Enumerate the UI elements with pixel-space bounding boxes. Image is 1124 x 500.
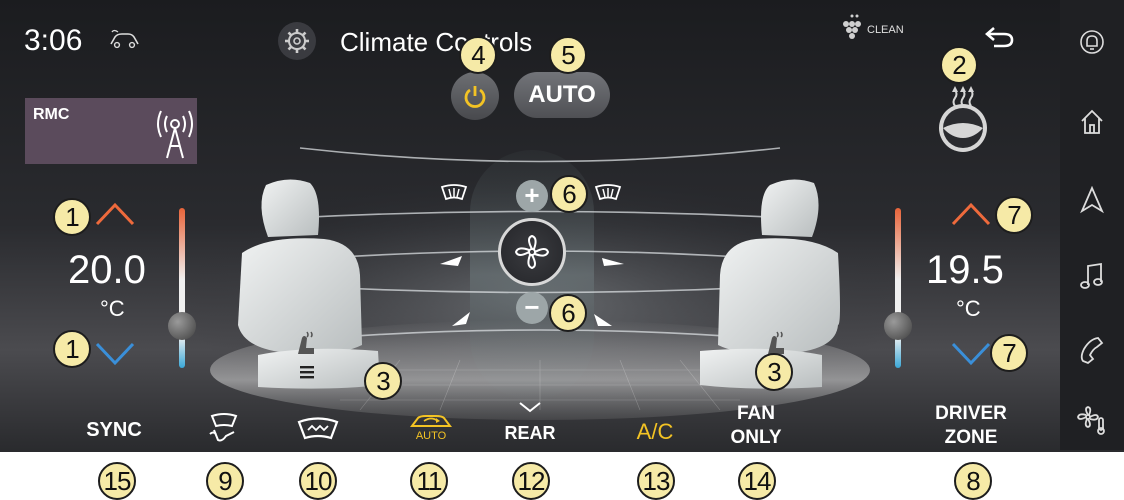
bottom-callout-strip [0,452,1124,500]
seat-menu-icon[interactable] [298,364,318,380]
back-icon[interactable] [984,24,1016,50]
fan-icon [514,234,550,270]
rear-defrost-button[interactable] [206,412,242,444]
left-temp-down-button[interactable] [94,340,136,368]
right-temp-down-button[interactable] [950,340,992,368]
fan-only-label-line2: ONLY [730,427,782,448]
climate-icon [1077,406,1105,435]
heated-steering-wheel-icon[interactable] [934,86,992,152]
recirculation-car-icon [410,415,452,427]
page-title: Climate Controls [340,27,533,57]
rmc-label: RMC [33,106,70,123]
clock: 3:06 [24,24,83,57]
fan-speed-dial[interactable] [498,218,566,286]
callout-9: 9 [206,462,244,500]
callout-4: 4 [459,36,497,74]
chevron-down-icon [519,402,541,413]
navigation-icon [1080,186,1104,214]
right-temp-slider[interactable] [895,208,901,368]
power-button[interactable] [451,72,499,120]
left-temp-unit: °C [100,296,125,321]
sidebar-item-music[interactable] [1060,254,1124,298]
sidebar-item-navigation[interactable] [1060,178,1124,222]
callout-8: 8 [954,462,992,500]
callout-3-right: 3 [755,353,793,391]
right-seat-heater-icon[interactable] [764,330,788,356]
front-defrost-button[interactable] [296,416,340,442]
callout-7-down: 7 [990,334,1028,372]
sidebar-item-home[interactable] [1060,100,1124,144]
front-defrost-vent-icon [440,184,468,201]
callout-7-up: 7 [995,196,1033,234]
rmc-panel[interactable]: RMC [25,98,197,164]
sidebar [1060,0,1124,450]
right-temperature: 19.5 [926,248,1004,292]
clean-label: CLEAN [867,24,904,36]
left-temp-up-button[interactable] [94,200,136,228]
auto-button[interactable]: AUTO [514,72,610,118]
rmc-antenna-icon [157,110,193,159]
driver-zone-label-line1: DRIVER [935,403,1007,424]
phone-icon [1080,337,1104,365]
remote-car-icon [110,29,139,49]
callout-2: 2 [940,46,978,84]
callout-14: 14 [738,462,776,500]
home-icon [1081,109,1103,134]
fan-only-button[interactable]: FAN ONLY [716,402,796,450]
callout-13: 13 [637,462,675,500]
sidebar-item-notifications[interactable] [1060,20,1124,64]
sidebar-item-phone[interactable] [1060,328,1124,372]
fan-increase-button[interactable]: + [516,180,548,212]
gear-icon [285,29,309,53]
power-icon [464,86,486,108]
sidebar-item-climate[interactable] [1060,398,1124,442]
auto-recirculation-button[interactable]: AUTO [408,410,454,446]
callout-6-bottom: 6 [549,294,587,332]
callout-10: 10 [299,462,337,500]
fan-decrease-button[interactable]: − [516,292,548,324]
callout-12: 12 [512,462,550,500]
rear-defrost-vent-icon [594,184,622,201]
right-temp-up-button[interactable] [950,200,992,228]
right-temp-unit: °C [956,296,981,321]
callout-6-top: 6 [550,175,588,213]
settings-button[interactable] [278,22,316,60]
callout-1-down: 1 [53,330,91,368]
driver-zone-label-line2: ZONE [944,427,998,448]
callout-3-left: 3 [364,362,402,400]
callout-5: 5 [549,36,587,74]
music-icon [1080,262,1103,289]
ac-button[interactable]: A/C [636,419,674,444]
left-temp-slider-knob[interactable] [168,312,196,340]
rear-button[interactable]: REAR [504,423,556,443]
auto-recirculation-label: AUTO [415,430,447,442]
callout-15: 15 [98,462,136,500]
left-seat-heater-icon[interactable] [294,330,318,356]
sync-button[interactable]: SYNC [86,419,142,441]
callout-11: 11 [410,462,448,500]
fan-only-label-line1: FAN [737,403,775,424]
left-temperature: 20.0 [68,248,146,292]
callout-1-up: 1 [53,198,91,236]
left-seat [238,179,380,389]
notification-icon [1080,30,1104,54]
driver-zone-button[interactable]: DRIVER ZONE [922,402,1020,450]
air-quality-icon [843,14,861,39]
right-temp-slider-knob[interactable] [884,312,912,340]
left-temp-slider[interactable] [179,208,185,368]
